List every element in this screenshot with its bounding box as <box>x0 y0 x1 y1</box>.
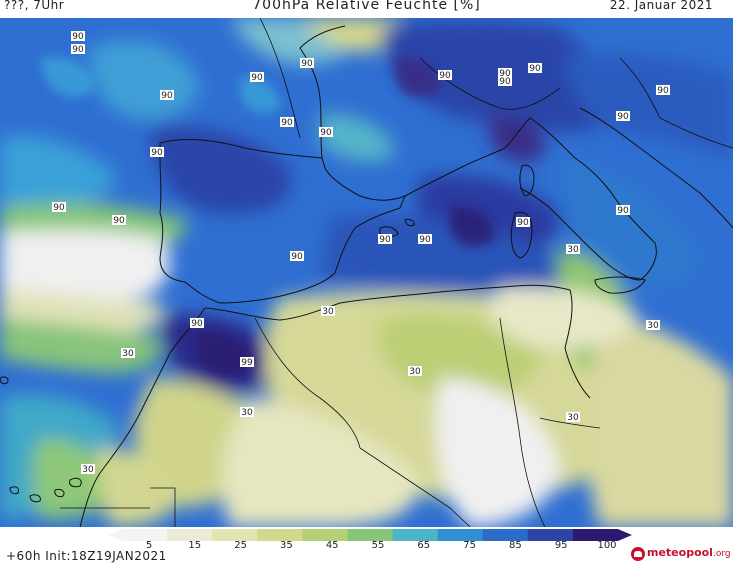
legend-swatch <box>392 529 439 541</box>
contour-label: 30 <box>321 306 335 317</box>
legend-swatch <box>482 529 529 541</box>
header: ???, 7Uhr 700hPa Relative Feuchte [%] 22… <box>0 0 733 18</box>
legend-swatch <box>257 529 303 541</box>
svg-text:90: 90 <box>499 69 511 79</box>
forecast-time-label: ???, 7Uhr <box>4 0 65 12</box>
color-legend <box>108 529 632 543</box>
svg-text:90: 90 <box>191 319 203 329</box>
contour-label: 90 <box>378 234 392 245</box>
contour-label: 90 <box>516 217 530 228</box>
contour-label: 90 <box>52 202 66 213</box>
svg-text:90: 90 <box>72 32 84 42</box>
contour-label: 90 <box>616 111 630 122</box>
legend-tick-label: 100 <box>597 540 617 551</box>
svg-text:90: 90 <box>151 148 163 158</box>
contour-label: 30 <box>240 407 254 418</box>
contour-label: 90 <box>656 85 670 96</box>
legend-tick-label: 75 <box>463 540 476 551</box>
contour-label: 90 <box>290 251 304 262</box>
brand-text: meteopool.org <box>647 546 731 559</box>
legend-tick-label: 65 <box>417 540 431 551</box>
run-info-label: +60h Init:18Z19JAN2021 <box>6 549 167 563</box>
legend-tick-label: 15 <box>188 540 202 551</box>
contour-label: 30 <box>121 348 135 359</box>
contour-label: 90 <box>250 72 264 83</box>
svg-text:99: 99 <box>241 358 253 368</box>
contour-label: 90 <box>71 31 85 42</box>
contour-label: 90 <box>528 63 542 74</box>
contour-label: 30 <box>646 320 660 331</box>
legend-tick-label: 55 <box>371 540 385 551</box>
humidity-map: 90 90 90 90 90 90 90 90 90 90 90 90 90 9… <box>0 18 733 527</box>
contour-label: 30 <box>566 244 580 255</box>
contour-label: 90 <box>160 90 174 101</box>
svg-text:90: 90 <box>281 118 293 128</box>
contour-label: 90 <box>616 205 630 216</box>
svg-text:90: 90 <box>113 216 125 226</box>
legend-max-arrow <box>618 529 632 541</box>
contour-label: 90 <box>418 234 432 245</box>
contour-label: 90 <box>498 68 512 79</box>
footer: 5 15 25 35 45 55 65 75 85 95 100 +60h Init:18Z19JA… <box>0 527 733 566</box>
brand-logo[interactable]: meteopool.org <box>631 545 733 565</box>
svg-text:90: 90 <box>517 218 529 228</box>
svg-text:90: 90 <box>439 71 451 81</box>
legend-tick-label: 45 <box>325 540 339 551</box>
legend-swatch <box>167 529 213 541</box>
legend-min-arrow <box>108 529 122 541</box>
legend-tick-label: 35 <box>280 540 293 551</box>
svg-text:30: 30 <box>567 245 579 255</box>
svg-text:30: 30 <box>122 349 134 359</box>
legend-swatch <box>347 529 394 541</box>
svg-text:90: 90 <box>161 91 173 101</box>
legend-swatch <box>572 529 619 541</box>
legend-swatch <box>122 529 168 541</box>
legend-tick-label: 5 <box>145 540 153 551</box>
contour-label: 99 <box>240 357 254 368</box>
svg-text:90: 90 <box>617 112 629 122</box>
contour-label: 90 <box>190 318 204 329</box>
forecast-date-label: 22. Januar 2021 <box>609 0 713 12</box>
legend-tick-label: 25 <box>234 540 247 551</box>
svg-text:30: 30 <box>409 367 421 377</box>
meteopool-icon <box>631 547 645 561</box>
legend-swatch <box>437 529 484 541</box>
contour-label: 90 <box>190 319 204 330</box>
map-title: 700hPa Relative Feuchte [%] <box>252 0 481 13</box>
contour-label: 90 <box>280 117 294 128</box>
contour-label: 90 <box>300 58 314 69</box>
svg-text:90: 90 <box>301 59 313 69</box>
legend-swatch <box>527 529 574 541</box>
svg-text:90: 90 <box>72 45 84 55</box>
contour-label: 90 <box>438 70 452 81</box>
svg-text:90: 90 <box>419 235 431 245</box>
legend-tick-label: 95 <box>554 540 568 551</box>
svg-text:90: 90 <box>320 128 332 138</box>
legend-swatch <box>212 529 258 541</box>
svg-text:30: 30 <box>647 321 659 331</box>
contour-label: 90 <box>150 147 164 158</box>
contour-label: 30 <box>408 366 422 377</box>
svg-text:90: 90 <box>291 252 303 262</box>
svg-text:90: 90 <box>53 203 65 213</box>
svg-text:30: 30 <box>241 408 253 418</box>
contour-labels: 90 90 90 90 90 90 90 90 90 90 90 90 90 9… <box>52 31 670 475</box>
legend-swatch <box>302 529 348 541</box>
contour-label: 30 <box>566 412 580 423</box>
svg-text:90: 90 <box>657 86 669 96</box>
contour-label: 90 <box>71 44 85 55</box>
svg-text:30: 30 <box>322 307 334 317</box>
svg-text:30: 30 <box>567 413 579 423</box>
contour-label: 90 <box>319 127 333 138</box>
contour-label: 90 <box>498 76 512 87</box>
svg-text:90: 90 <box>499 77 511 87</box>
svg-text:30: 30 <box>82 465 94 475</box>
legend-tick-label: 85 <box>509 540 522 551</box>
contour-label: 30 <box>81 464 95 475</box>
svg-text:90: 90 <box>379 235 391 245</box>
svg-text:90: 90 <box>617 206 629 216</box>
svg-text:90: 90 <box>529 64 541 74</box>
contour-label: 90 <box>112 215 126 226</box>
svg-text:90: 90 <box>251 73 263 83</box>
